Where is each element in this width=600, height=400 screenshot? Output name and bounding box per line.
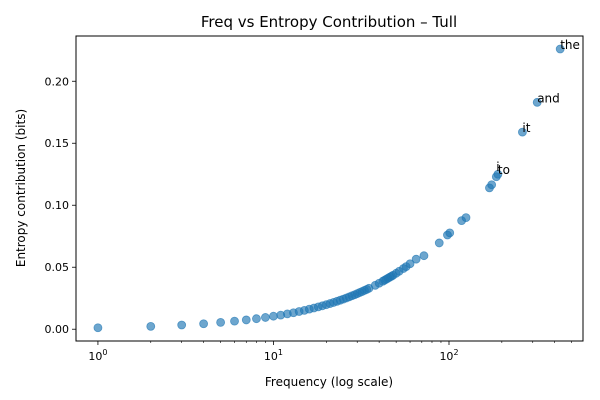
point-annotation: to	[498, 163, 510, 177]
plot-area: the and it ito	[93, 38, 580, 333]
data-point	[93, 323, 103, 333]
data-point	[177, 320, 187, 330]
data-point	[199, 319, 209, 329]
data-point	[405, 259, 415, 269]
data-point	[518, 127, 527, 137]
y-tick-label: 0.20	[45, 75, 70, 88]
data-point	[230, 316, 239, 326]
data-point	[241, 315, 251, 325]
y-tick-label: 0.00	[45, 323, 70, 336]
y-tick-label: 0.05	[45, 261, 70, 274]
point-annotation: the	[560, 38, 580, 52]
data-point	[532, 97, 542, 107]
y-tick-label: 0.10	[45, 199, 70, 212]
point-annotation: i	[496, 160, 499, 174]
y-axis-label: Entropy contribution (bits)	[14, 109, 28, 267]
y-tick-label: 0.15	[45, 137, 70, 150]
point-annotation: it	[522, 121, 530, 135]
data-point	[269, 311, 278, 321]
plot-frame	[75, 35, 584, 342]
x-tick-label: 101	[264, 348, 283, 363]
chart-title: Freq vs Entropy Contribution – Tull	[201, 13, 457, 31]
data-point	[487, 180, 497, 190]
data-point	[445, 228, 455, 238]
data-point	[261, 313, 270, 322]
data-point	[461, 213, 471, 223]
point-annotation: and	[537, 91, 560, 105]
data-point	[434, 238, 444, 248]
x-tick-label: 100	[88, 348, 107, 363]
data-point	[493, 169, 503, 179]
x-axis-label: Frequency (log scale)	[265, 375, 393, 389]
x-tick-label: 102	[439, 348, 458, 363]
x-axis: 100 101 102	[88, 341, 572, 363]
data-point	[555, 44, 565, 54]
data-point	[252, 314, 261, 324]
data-point	[419, 251, 429, 261]
y-axis: 0.00 0.05 0.10 0.15 0.20	[45, 75, 76, 336]
data-point	[216, 317, 226, 327]
data-point	[411, 254, 421, 264]
data-point	[146, 321, 156, 331]
